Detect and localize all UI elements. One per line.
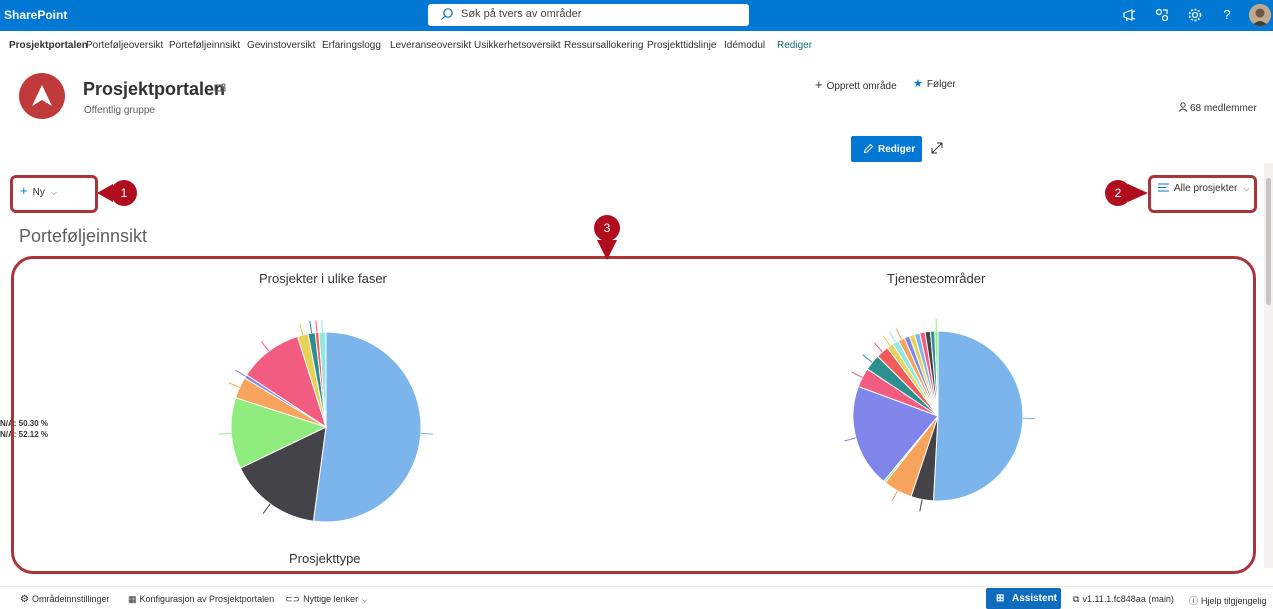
version-info[interactable]: ⧉v1.11.1.fc848aa (main): [1073, 594, 1174, 605]
help-circle-icon: ⓘ: [1189, 596, 1198, 606]
useful-links-label: Nyttige lenker: [303, 594, 358, 604]
nav-item-usikkerhetsoversikt[interactable]: Usikkerhetsoversikt: [474, 40, 561, 51]
site-logo: [19, 73, 65, 119]
members-label: 68 medlemmer: [1190, 103, 1257, 114]
avatar[interactable]: [1249, 4, 1271, 26]
nav-item-prosjekttidslinje[interactable]: Prosjekttidslinje: [647, 40, 716, 51]
config-icon: ▦: [128, 594, 137, 604]
star-icon: ★: [913, 78, 923, 90]
nav-item-idemodul[interactable]: Idémodul: [724, 40, 765, 51]
useful-links-menu[interactable]: ⊂⊃Nyttige lenker ⌵: [285, 594, 367, 605]
teams-icon[interactable]: [214, 82, 226, 94]
nav-edit-link[interactable]: Rediger: [777, 40, 812, 51]
chevron-down-icon: ⌵: [362, 597, 367, 604]
site-settings-label: Områdeinnstillinger: [32, 594, 110, 604]
search-icon: [440, 7, 454, 21]
portal-config-label: Konfigurasjon av Prosjektportalen: [140, 594, 275, 604]
callout-box-2: [1148, 175, 1257, 213]
person-icon: [1178, 102, 1188, 112]
group-type-label: Offentlig gruppe: [84, 105, 155, 116]
edit-page-button[interactable]: Rediger: [851, 136, 922, 162]
gear-icon[interactable]: [1187, 7, 1203, 23]
nav-item-leveranseoversikt[interactable]: Leveranseoversikt: [390, 40, 471, 51]
follow-button[interactable]: ★ Følger: [913, 77, 956, 90]
assistant-label: Assistent: [1012, 593, 1057, 604]
callout-box-3: [11, 256, 1256, 574]
scrollbar-thumb[interactable]: [1266, 178, 1271, 305]
callout-box-1: [10, 175, 98, 213]
follow-label: Følger: [927, 79, 956, 90]
nav-item-prosjektportalen[interactable]: Prosjektportalen: [9, 40, 88, 51]
assistant-icon: ⊞: [996, 593, 1004, 604]
callout-badge-3: 3: [594, 215, 620, 241]
plus-icon: +: [815, 77, 823, 92]
suite-header: SharePoint Søk på tvers av områder ?: [0, 0, 1273, 31]
site-logo-icon: [19, 73, 65, 119]
user-photo-icon: [1249, 4, 1271, 26]
create-site-label: Opprett område: [827, 81, 897, 92]
expand-icon[interactable]: [930, 141, 944, 155]
app-brand[interactable]: SharePoint: [4, 8, 67, 22]
edit-page-label: Rediger: [878, 144, 915, 155]
callout-badge-1: 1: [111, 180, 137, 206]
nav-item-gevinstoversikt[interactable]: Gevinstoversikt: [247, 40, 315, 51]
site-settings-link[interactable]: ⚙Områdeinnstillinger: [20, 594, 110, 605]
search-box[interactable]: Søk på tvers av områder: [428, 4, 749, 26]
search-placeholder: Søk på tvers av områder: [461, 8, 581, 20]
members-button[interactable]: 68 medlemmer: [1178, 102, 1257, 114]
section-title: Porteføljeinnsikt: [19, 226, 147, 247]
callout-pointer-2: [1128, 184, 1148, 202]
accessibility-label: Hjelp tilgjengelig: [1201, 596, 1267, 606]
callout-badge-2: 2: [1105, 180, 1131, 206]
assistant-button[interactable]: ⊞ Assistent: [986, 588, 1061, 609]
hub-navigation: Prosjektportalen Porteføljeoversikt Port…: [0, 31, 1273, 60]
gear-icon: ⚙: [20, 594, 29, 605]
create-site-button[interactable]: + Opprett område: [815, 77, 897, 92]
nav-item-porteføljeinnsikt[interactable]: Porteføljeinnsikt: [169, 40, 240, 51]
help-icon[interactable]: ?: [1219, 7, 1235, 23]
pencil-icon: [863, 143, 874, 154]
nav-item-erfaringslogg[interactable]: Erfaringslogg: [322, 40, 381, 51]
megaphone-icon[interactable]: [1122, 7, 1138, 23]
version-icon: ⧉: [1073, 594, 1079, 604]
version-label: v1.11.1.fc848aa (main): [1082, 594, 1173, 604]
nav-item-ressursallokering[interactable]: Ressursallokering: [564, 40, 643, 51]
app-launcher-icon[interactable]: [1154, 7, 1170, 23]
page-title: Prosjektportalen: [83, 79, 225, 100]
link-icon: ⊂⊃: [285, 594, 300, 604]
portal-config-link[interactable]: ▦Konfigurasjon av Prosjektportalen: [128, 594, 274, 605]
page-footer: ⚙Områdeinnstillinger ▦Konfigurasjon av P…: [0, 586, 1273, 608]
nav-item-porteføljeoversikt[interactable]: Porteføljeoversikt: [86, 40, 163, 51]
